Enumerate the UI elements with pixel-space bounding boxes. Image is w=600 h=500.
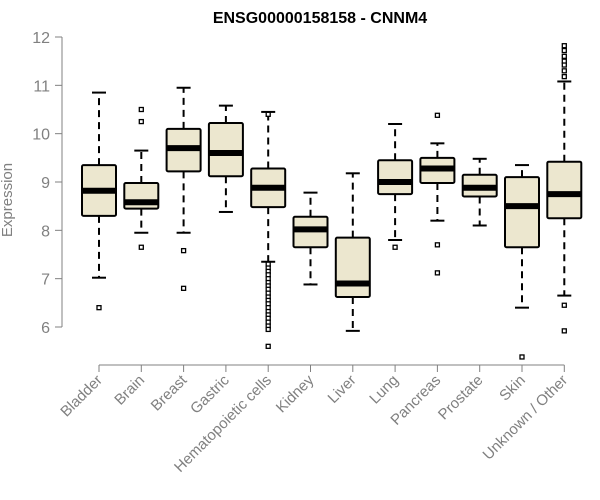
iqr-box (504, 176, 540, 249)
outlier-point (180, 285, 187, 291)
outlier-point (561, 47, 567, 54)
iqr-box (334, 236, 371, 299)
y-tick-label: 8 (41, 223, 50, 240)
outlier-point (138, 118, 144, 125)
x-tick-label: Breast (148, 371, 191, 414)
y-axis-label: Expression (0, 163, 16, 237)
iqr-box (207, 122, 244, 178)
outlier-point (561, 328, 567, 334)
box-group (165, 86, 202, 291)
outlier-point (561, 68, 567, 74)
x-tick-label: Liver (325, 372, 360, 407)
box-group (123, 106, 160, 250)
y-tick-label: 9 (41, 175, 50, 192)
box-group (207, 104, 244, 213)
y-tick-label: 10 (32, 127, 50, 144)
x-tick-label: Bladder (57, 372, 106, 421)
outlier-point (561, 53, 567, 59)
box-group (377, 123, 414, 250)
outlier-point (265, 111, 271, 117)
x-tick-label: Brain (111, 372, 148, 409)
outlier-point (138, 244, 144, 250)
y-tick-label: 6 (41, 320, 50, 337)
box-group (250, 110, 287, 349)
outlier-point (138, 106, 144, 113)
box-group (334, 172, 371, 332)
outlier-point (561, 62, 567, 68)
x-tick-label: Kidney (273, 371, 318, 416)
x-tick-label: Skin (496, 372, 529, 405)
outlier-point (265, 343, 271, 349)
outlier-point (561, 73, 567, 80)
outlier-point (519, 354, 525, 360)
outlier-point (434, 270, 441, 276)
box-group (292, 191, 329, 286)
box-group (419, 112, 456, 276)
box-group (504, 164, 540, 360)
iqr-box (377, 159, 414, 196)
boxes-layer (81, 43, 583, 360)
x-tick-label: Lung (366, 372, 402, 408)
y-tick-label: 11 (33, 78, 50, 95)
outlier-point (561, 43, 567, 49)
chart-title: ENSG00000158158 - CNNM4 (213, 10, 427, 27)
outlier-point (392, 244, 398, 250)
y-tick-label: 12 (32, 30, 50, 47)
x-tick-label: Prostate (435, 372, 487, 424)
outlier-point (561, 302, 567, 308)
iqr-box (546, 160, 583, 220)
box-group (81, 91, 117, 311)
box-group (461, 157, 498, 227)
outlier-point (265, 326, 271, 333)
outlier-point (180, 247, 187, 254)
outlier-point (434, 112, 441, 118)
outlier-point (96, 305, 102, 311)
axes: 6 7 8 9 10 11 12 (32, 30, 565, 372)
box-group (546, 43, 583, 334)
y-tick-label: 7 (41, 272, 50, 289)
outlier-point (434, 242, 441, 248)
